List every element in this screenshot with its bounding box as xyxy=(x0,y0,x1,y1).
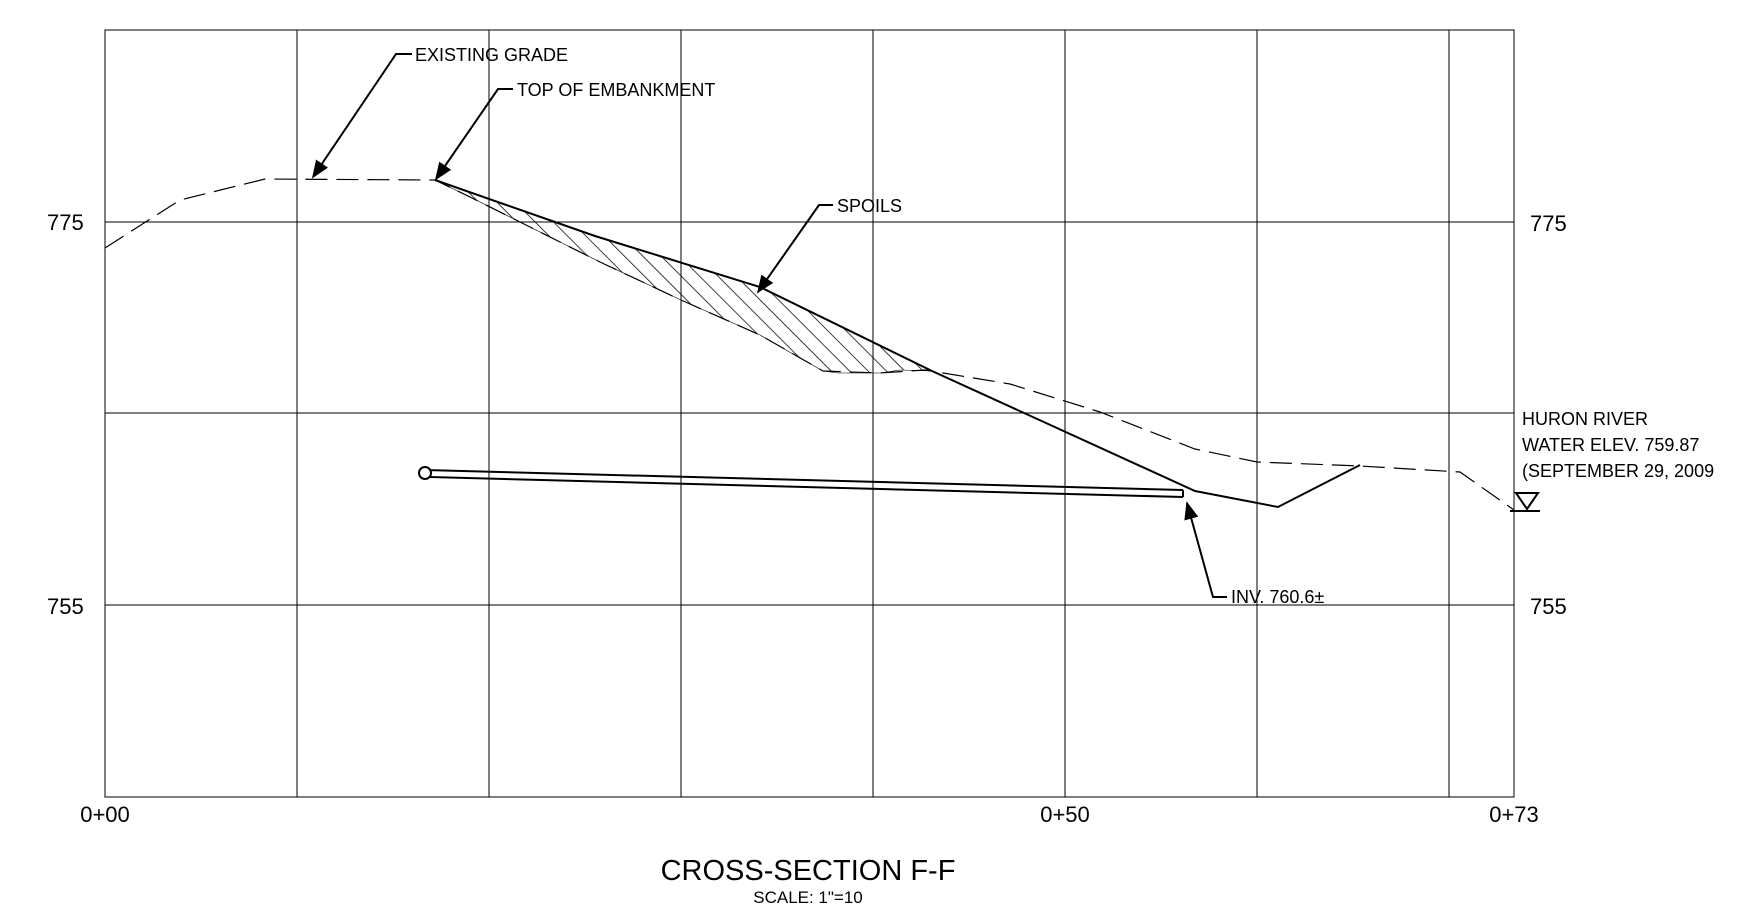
station-label-0-73: 0+73 xyxy=(1489,802,1539,827)
river-name-label: HURON RIVER xyxy=(1522,409,1648,429)
leaders xyxy=(311,53,1227,598)
station-label-0-00: 0+00 xyxy=(80,802,130,827)
elevation-label-left-755: 755 xyxy=(47,594,84,619)
invert-label: INV. 760.6± xyxy=(1231,587,1324,607)
invert-leader xyxy=(1184,501,1227,598)
pipe xyxy=(418,466,1184,498)
pipe-inlet-circle xyxy=(418,466,432,480)
existing-grade-label: EXISTING GRADE xyxy=(415,45,568,65)
water-date-label: (SEPTEMBER 29, 2009 xyxy=(1522,461,1714,481)
grid xyxy=(104,29,1515,798)
scale-note: SCALE: 1"=10 xyxy=(753,888,863,907)
existing-grade-leader xyxy=(311,53,412,179)
water-level-triangle-icon xyxy=(1510,492,1540,512)
water-elevation-label: WATER ELEV. 759.87 xyxy=(1522,435,1699,455)
elevation-label-left-775: 775 xyxy=(47,210,84,235)
embankment-line xyxy=(434,179,1361,509)
top-embankment-leader xyxy=(434,88,513,181)
pipe-bottom-line xyxy=(429,476,1184,498)
spoils-leader xyxy=(756,204,833,294)
top-of-embankment-label: TOP OF EMBANKMENT xyxy=(517,80,715,100)
spoils-label: SPOILS xyxy=(837,196,902,216)
elevation-label-right-775: 775 xyxy=(1530,211,1567,236)
pipe-top-line xyxy=(424,469,1184,491)
elevation-label-right-755: 755 xyxy=(1530,594,1567,619)
drawing-title: CROSS-SECTION F-F xyxy=(661,855,956,887)
station-label-0-50: 0+50 xyxy=(1040,802,1090,827)
